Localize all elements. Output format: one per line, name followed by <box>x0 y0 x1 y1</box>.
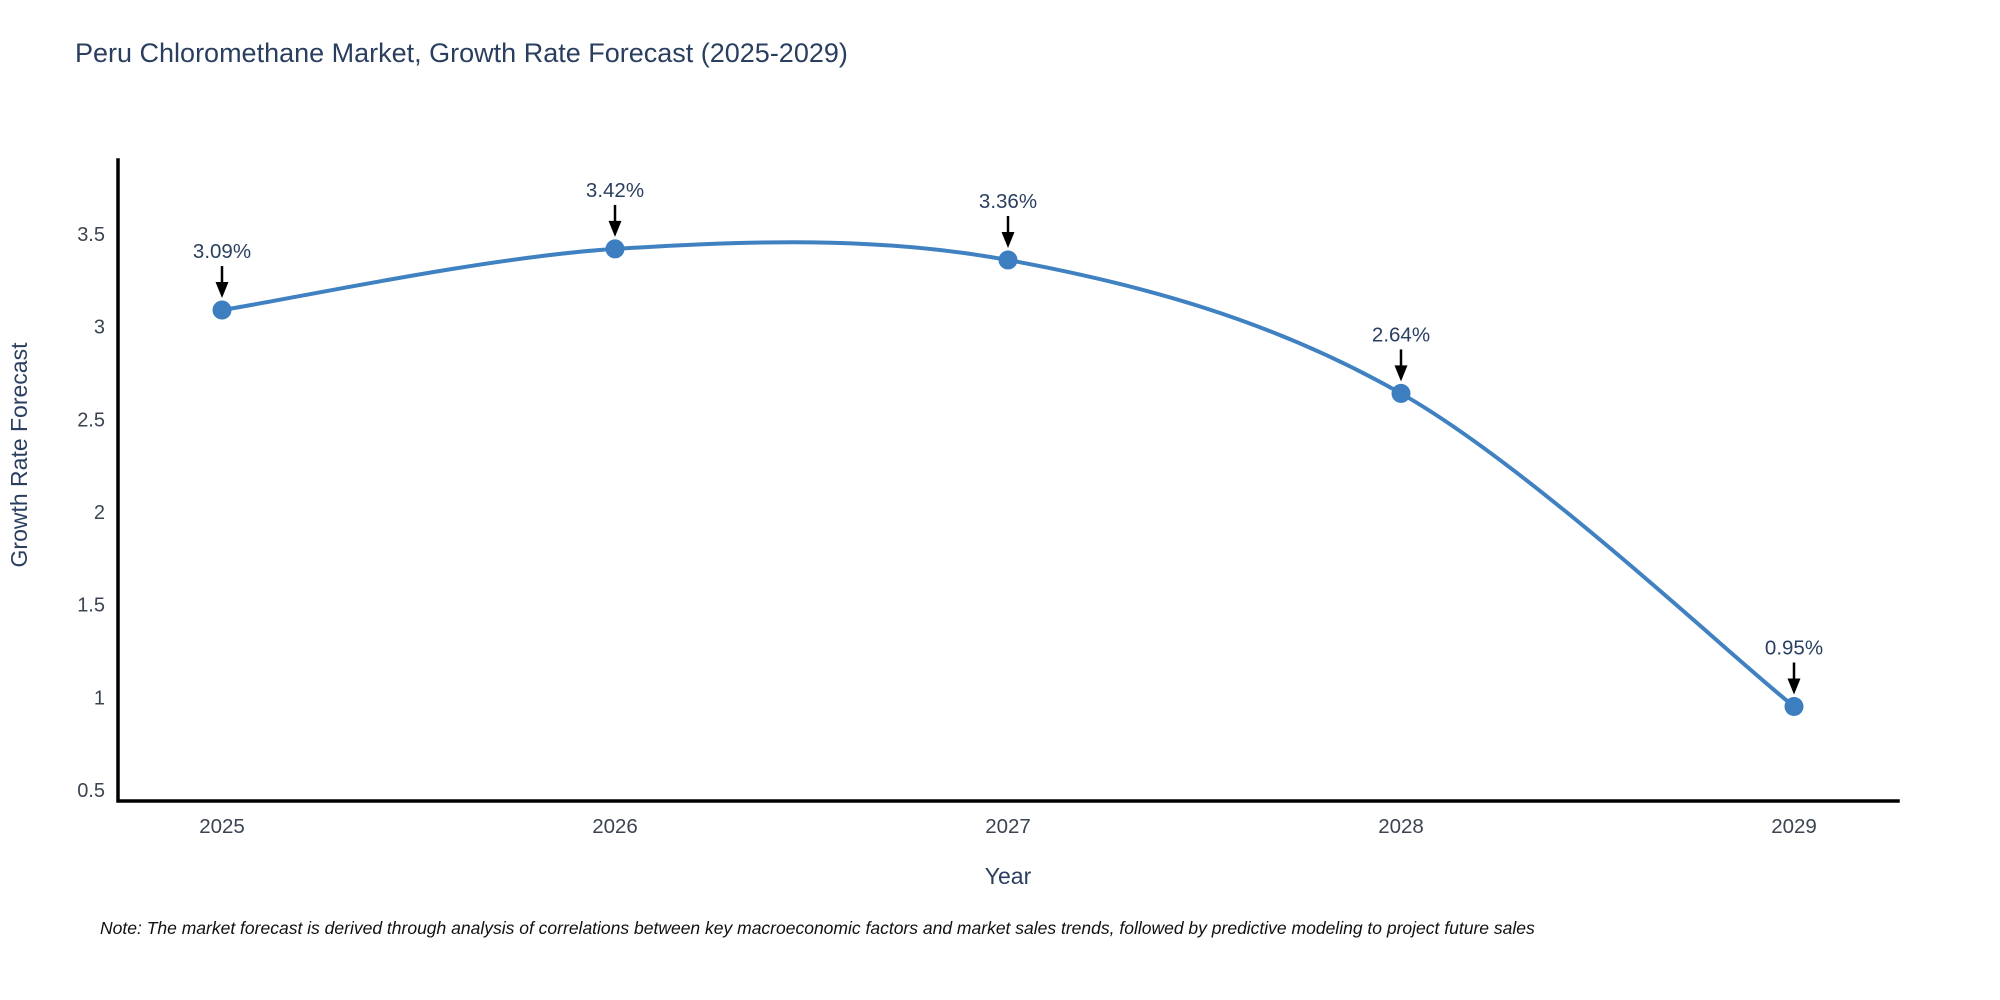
annotation-arrowhead <box>608 220 622 237</box>
annotation-arrowhead <box>215 282 229 299</box>
annotation-arrowhead <box>1394 365 1408 382</box>
point-label: 3.09% <box>193 240 251 263</box>
y-axis-title: Growth Rate Forecast <box>6 342 32 568</box>
axes-layer <box>116 158 1900 803</box>
point-label: 0.95% <box>1765 637 1823 660</box>
data-point[interactable] <box>1784 697 1804 717</box>
x-tick-label: 2029 <box>1771 815 1817 838</box>
footnote: Note: The market forecast is derived thr… <box>100 918 1535 938</box>
chart-svg: 0.5 1 1.5 2 2.5 3 3.5 2025 2026 2027 2028 2029 Gro… <box>6 158 1900 889</box>
y-tick-label: 2.5 <box>77 409 105 431</box>
data-point[interactable] <box>605 239 625 259</box>
y-tick-label: 1.5 <box>77 595 105 617</box>
x-axis-ticks: 2025 2026 2027 2028 2029 <box>199 815 1817 838</box>
point-label: 3.42% <box>586 179 644 202</box>
y-tick-label: 0.5 <box>77 780 105 802</box>
y-tick-label: 3 <box>94 317 105 339</box>
x-tick-label: 2026 <box>592 815 638 838</box>
point-label: 2.64% <box>1372 323 1430 346</box>
annotation-layer: 3.09% 3.42% 3.36% 2.64% 0.95% <box>193 179 1823 695</box>
axis-lines <box>116 158 1900 803</box>
x-tick-label: 2027 <box>985 815 1031 838</box>
series-layer <box>212 239 1804 717</box>
annotation-arrowhead <box>1001 232 1015 249</box>
chart-title: Peru Chloromethane Market, Growth Rate F… <box>75 38 848 68</box>
y-tick-label: 2 <box>94 502 105 524</box>
x-axis-title: Year <box>985 863 1032 889</box>
annotation-arrowhead <box>1787 678 1801 695</box>
data-point[interactable] <box>1391 383 1411 403</box>
point-label: 3.36% <box>979 190 1037 213</box>
y-axis-ticks: 0.5 1 1.5 2 2.5 3 3.5 <box>77 224 105 802</box>
series-line <box>220 240 1796 709</box>
y-tick-label: 3.5 <box>77 224 105 246</box>
x-tick-label: 2028 <box>1378 815 1424 838</box>
y-tick-label: 1 <box>94 687 105 709</box>
data-point[interactable] <box>998 250 1018 270</box>
data-point[interactable] <box>212 300 232 320</box>
x-tick-label: 2025 <box>199 815 245 838</box>
